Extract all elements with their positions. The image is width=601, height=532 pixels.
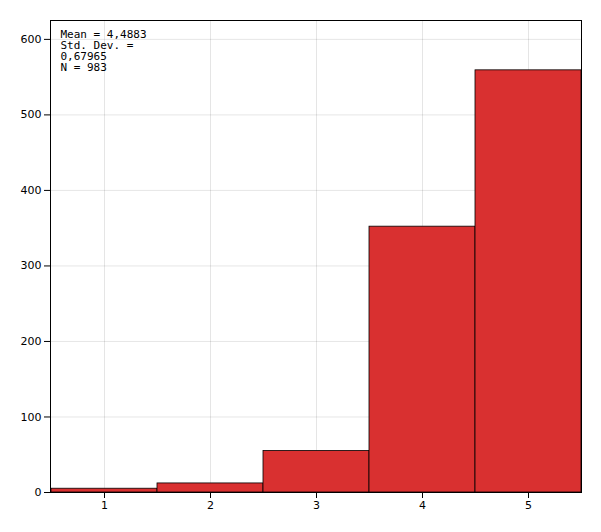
svg-text:3: 3 xyxy=(313,499,320,512)
svg-text:0: 0 xyxy=(35,486,42,499)
svg-text:300: 300 xyxy=(21,259,42,272)
svg-text:100: 100 xyxy=(21,411,42,424)
svg-text:600: 600 xyxy=(21,33,42,46)
svg-text:2: 2 xyxy=(207,499,214,512)
svg-text:Mean = 4,4883Std. Dev. =0,6796: Mean = 4,4883Std. Dev. =0,67965N = 983 xyxy=(61,28,147,74)
svg-text:1: 1 xyxy=(101,499,108,512)
svg-text:500: 500 xyxy=(21,108,42,121)
svg-text:200: 200 xyxy=(21,335,42,348)
svg-text:5: 5 xyxy=(525,499,532,512)
svg-text:400: 400 xyxy=(21,184,42,197)
svg-text:4: 4 xyxy=(419,499,426,512)
